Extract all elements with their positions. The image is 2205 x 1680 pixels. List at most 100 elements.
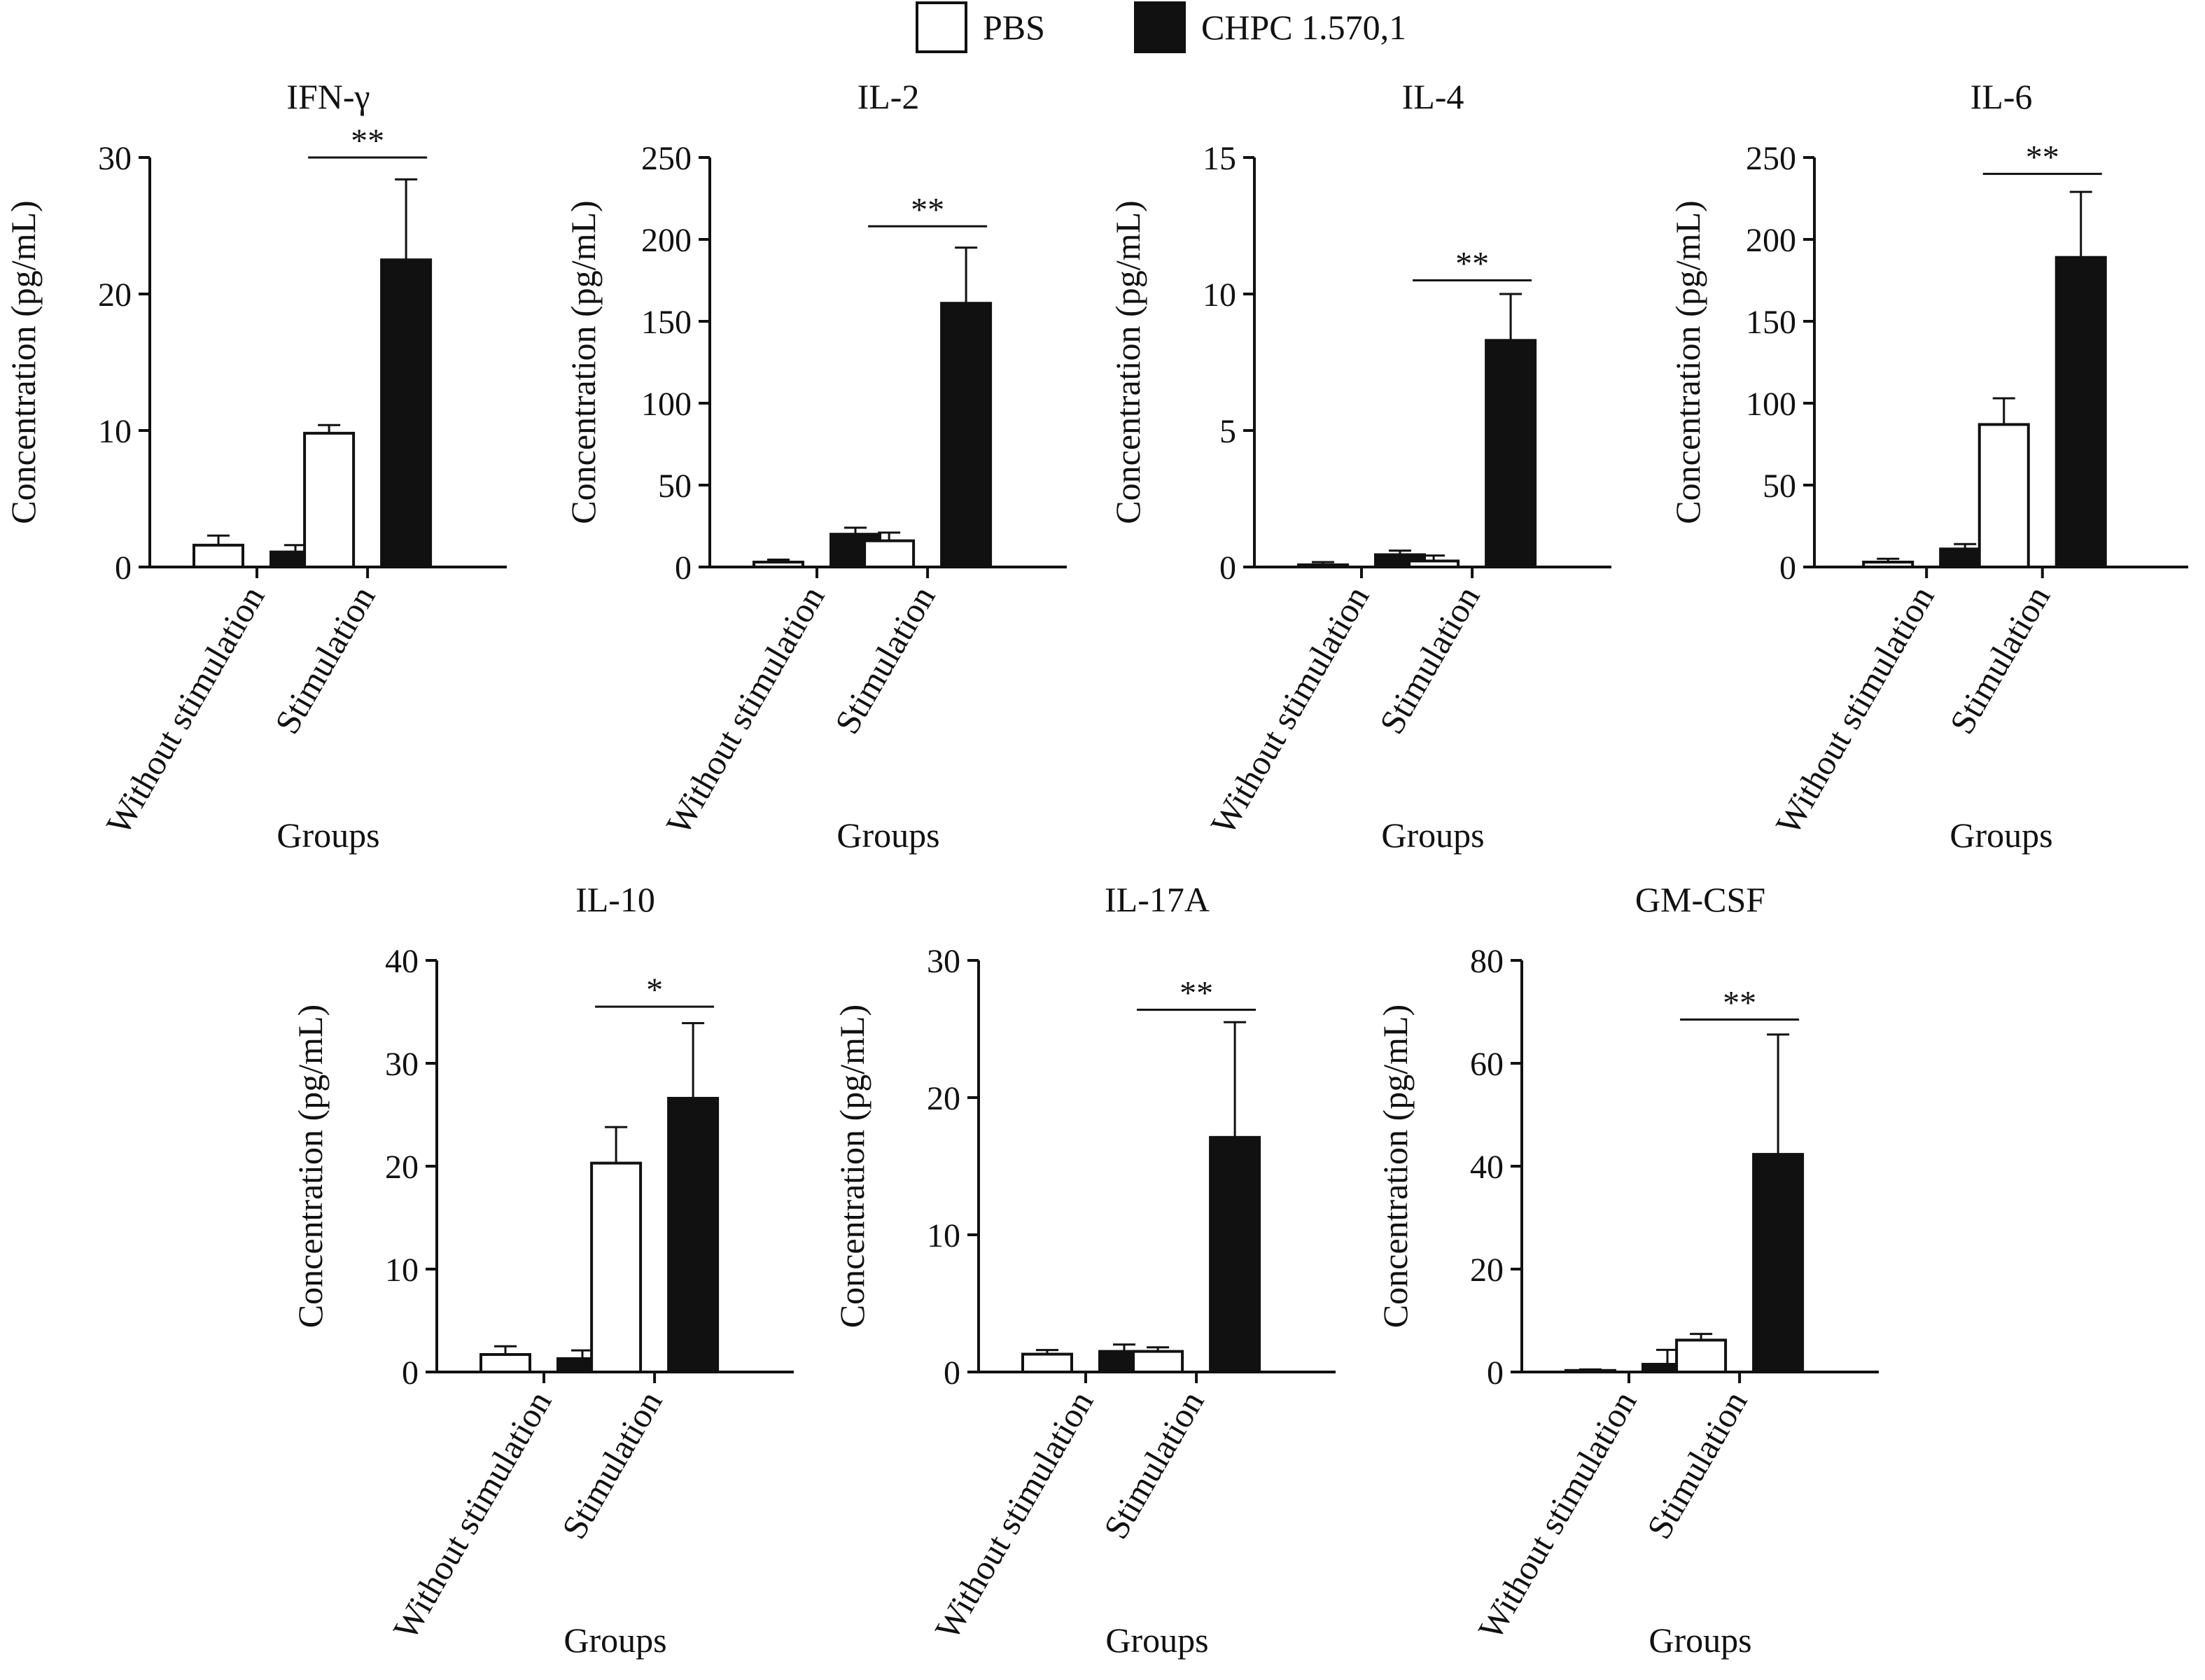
- y-axis-label: Concentration (pg/mL): [1668, 200, 1707, 524]
- bar-pbs: [863, 539, 916, 568]
- legend-swatch-pbs: [916, 1, 967, 53]
- bar-pbs: [303, 431, 356, 569]
- y-tick-label: 200: [641, 222, 692, 259]
- chart-panel-6: IL-17A Concentration (pg/mL) 0 10 20 30 Withou…: [832, 880, 1336, 1660]
- y-tick-label: 150: [641, 304, 692, 341]
- y-tick-label: 20: [927, 1080, 960, 1117]
- x-axis-label: Groups: [1949, 816, 2052, 855]
- x-axis-label: Groups: [564, 1620, 666, 1660]
- y-tick-label: 50: [658, 468, 692, 505]
- significance-label: **: [2026, 139, 2059, 176]
- x-tick-label: Stimulation: [1639, 1385, 1754, 1546]
- y-tick-label: 20: [98, 276, 132, 314]
- x-axis-label: Groups: [276, 816, 379, 855]
- x-tick-label: Without stimulation: [385, 1385, 559, 1646]
- x-axis-label: Groups: [836, 816, 939, 855]
- y-tick-label: 0: [1779, 550, 1796, 587]
- chart-title: IL-4: [1402, 77, 1464, 116]
- x-tick-label: Stimulation: [1096, 1385, 1211, 1546]
- y-tick-label: 100: [1746, 386, 1796, 423]
- x-tick-label: Stimulation: [827, 580, 942, 741]
- x-tick-label: Without stimulation: [1470, 1385, 1644, 1646]
- y-tick-label: 20: [385, 1149, 419, 1186]
- y-tick-label: 150: [1746, 304, 1796, 341]
- y-tick-label: 0: [1487, 1354, 1504, 1392]
- x-axis-label: Groups: [1648, 1620, 1751, 1660]
- bar-chpc: [940, 302, 993, 568]
- bar-pbs: [1408, 559, 1460, 568]
- chart-panel-5: IL-10 Concentration (pg/mL) 0 10 20 30 40 Witho…: [290, 880, 794, 1660]
- y-tick-label: 250: [1746, 140, 1796, 177]
- y-tick-label: 50: [1763, 468, 1796, 505]
- y-tick-label: 30: [98, 140, 132, 177]
- y-tick-label: 30: [385, 1046, 419, 1083]
- y-tick-label: 200: [1746, 222, 1796, 259]
- y-axis-label: Concentration (pg/mL): [4, 200, 43, 524]
- chart-title: IL-10: [575, 880, 655, 919]
- x-tick-label: Stimulation: [267, 580, 382, 741]
- legend-label-chpc: CHPC 1.570,1: [1201, 8, 1406, 47]
- y-tick-label: 10: [1203, 276, 1236, 314]
- y-axis-label: Concentration (pg/mL): [1108, 200, 1147, 524]
- chart-title: GM-CSF: [1635, 880, 1765, 919]
- x-tick-label: Stimulation: [1942, 580, 2057, 741]
- y-tick-label: 10: [98, 413, 132, 450]
- bar-pbs: [1132, 1350, 1184, 1373]
- y-tick-label: 15: [1203, 140, 1236, 177]
- legend-swatch-chpc: [1134, 1, 1186, 53]
- legend: PBS CHPC 1.570,1: [916, 1, 1406, 53]
- x-tick-label: Stimulation: [1371, 580, 1487, 741]
- bar-pbs: [1977, 423, 2030, 568]
- bar-chpc: [380, 258, 433, 568]
- significance-label: **: [911, 191, 944, 228]
- bar-pbs: [1675, 1338, 1728, 1374]
- bar-pbs: [192, 543, 244, 568]
- y-tick-label: 20: [1470, 1252, 1504, 1289]
- y-tick-label: 30: [927, 943, 960, 980]
- y-tick-label: 60: [1470, 1046, 1504, 1083]
- bar-chpc: [667, 1096, 720, 1373]
- bar-pbs: [1297, 563, 1349, 569]
- y-tick-label: 40: [385, 943, 419, 980]
- bar-pbs: [1862, 560, 1914, 568]
- bar-chpc: [1485, 339, 1537, 568]
- y-tick-label: 0: [1219, 550, 1236, 587]
- x-axis-label: Groups: [1381, 816, 1484, 855]
- significance-label: **: [1455, 246, 1489, 283]
- bar-chpc: [1209, 1135, 1261, 1373]
- bar-pbs: [479, 1353, 531, 1374]
- chart-title: IFN-γ: [286, 77, 370, 116]
- chart-panel-1: IFN-γ Concentration (pg/mL) 0 10 20 30 Without…: [4, 77, 507, 855]
- significance-label: **: [1180, 975, 1213, 1012]
- bar-pbs: [590, 1161, 643, 1373]
- x-tick-label: Without stimulation: [658, 580, 832, 841]
- bar-pbs: [1021, 1352, 1073, 1374]
- chart-panels: IFN-γ Concentration (pg/mL) 0 10 20 30 Without…: [4, 77, 2188, 1660]
- chart-title: IL-17A: [1105, 880, 1210, 919]
- x-tick-label: Without stimulation: [1768, 580, 1942, 841]
- x-tick-label: Without stimulation: [1203, 580, 1376, 841]
- y-tick-label: 100: [641, 386, 692, 423]
- x-tick-label: Without stimulation: [98, 580, 272, 841]
- bar-pbs: [1564, 1368, 1616, 1374]
- x-tick-label: Without stimulation: [927, 1385, 1100, 1646]
- significance-label: *: [646, 972, 663, 1009]
- significance-label: **: [1723, 985, 1756, 1022]
- y-tick-label: 80: [1470, 943, 1504, 980]
- y-tick-label: 0: [115, 550, 132, 587]
- y-axis-label: Concentration (pg/mL): [1376, 1004, 1415, 1328]
- legend-label-pbs: PBS: [983, 8, 1045, 47]
- y-axis-label: Concentration (pg/mL): [832, 1004, 872, 1328]
- bar-chpc: [2054, 255, 2107, 568]
- y-tick-label: 0: [675, 550, 692, 587]
- y-tick-label: 5: [1219, 413, 1236, 450]
- y-tick-label: 0: [402, 1354, 419, 1392]
- x-tick-label: Stimulation: [554, 1385, 669, 1546]
- chart-panel-3: IL-4 Concentration (pg/mL) 0 5 10 15 Without s…: [1108, 77, 1611, 855]
- y-axis-label: Concentration (pg/mL): [564, 200, 603, 524]
- bar-chpc: [1752, 1153, 1805, 1373]
- chart-title: IL-6: [1970, 77, 2033, 116]
- chart-panel-2: IL-2 Concentration (pg/mL) 0 50 100 150 200 250…: [564, 77, 1067, 855]
- bar-pbs: [752, 560, 804, 568]
